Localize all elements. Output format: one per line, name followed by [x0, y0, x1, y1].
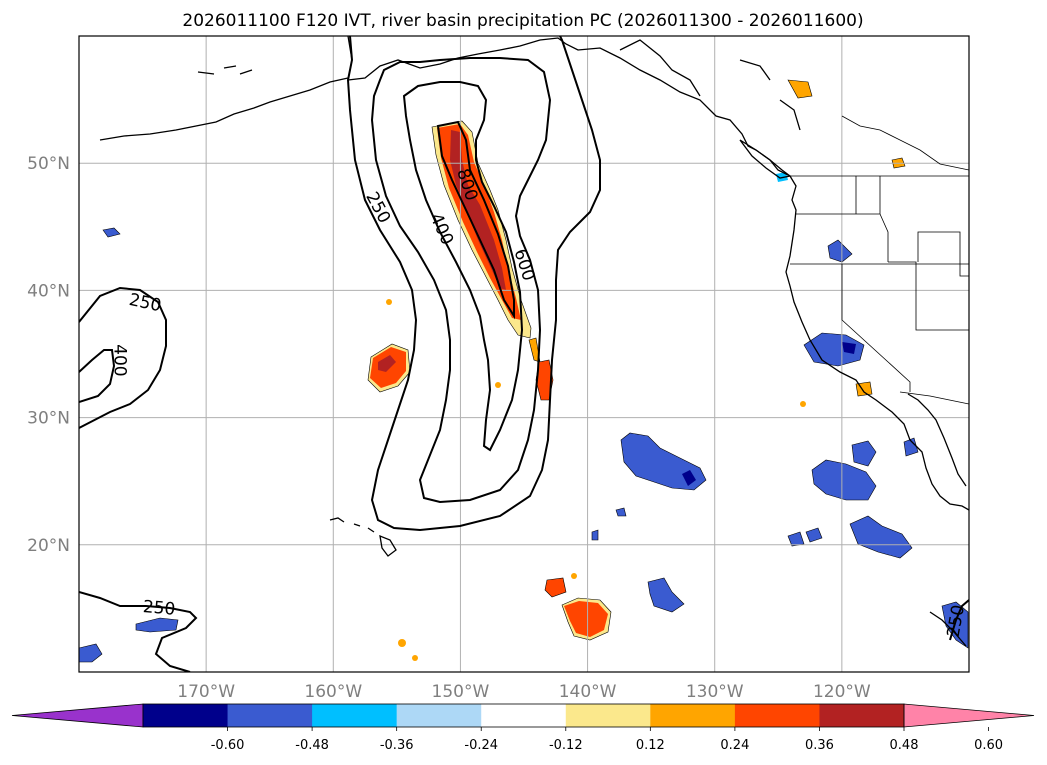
longitude-tick-label: 160°W — [304, 682, 362, 702]
figure-title: 2026011100 F120 IVT, river basin precipi… — [182, 11, 863, 31]
alaska-coastline — [99, 77, 349, 141]
negative-precip-region — [827, 239, 853, 263]
negative-precip-region — [79, 643, 103, 663]
negative-precip-region — [805, 527, 823, 543]
ivt-contour-400-west — [79, 349, 116, 403]
precipitation-fill-layer — [79, 79, 969, 663]
colorbar-tick-label: 0.24 — [720, 738, 749, 753]
negative-precip-region — [615, 507, 627, 517]
ivt-contour-800 — [436, 120, 515, 320]
colorbar-segment — [396, 704, 482, 727]
negative-precip-region — [102, 227, 121, 238]
colorbar-tick-label: -0.36 — [380, 738, 414, 753]
negative-precip-region — [803, 332, 865, 367]
negative-precip-region — [135, 617, 179, 633]
longitude-tick-label: 170°W — [177, 682, 235, 702]
us-mexico-border — [899, 391, 969, 405]
negative-precip-region — [811, 459, 877, 501]
latitude-labels: 50°N 40°N 30°N 20°N — [27, 154, 70, 556]
aleutian-islands — [197, 65, 253, 75]
longitude-tick-label: 150°W — [432, 682, 490, 702]
negative-precip-region — [849, 515, 913, 559]
ivt-contour-label: 400 — [110, 344, 130, 376]
colorbar-tick-label: -0.60 — [211, 738, 245, 753]
baja-california-coastline — [907, 393, 967, 487]
negative-precip-region — [647, 577, 685, 613]
colorbar-segment — [312, 704, 398, 727]
colorbar-segment — [650, 704, 736, 727]
map-frame — [78, 35, 970, 673]
negative-precip-region — [842, 342, 856, 354]
longitude-tick-label: 140°W — [559, 682, 617, 702]
longitude-tick-label: 120°W — [813, 682, 871, 702]
colorbar-segment — [565, 704, 651, 727]
colorbar-extension-low — [11, 703, 144, 728]
longitude-labels: 170°W 160°W 150°W 140°W 130°W 120°W — [177, 682, 871, 702]
positive-precip-spot — [800, 401, 806, 407]
ivt-contour-400 — [370, 57, 552, 504]
colorbar-tick-label: 0.60 — [974, 738, 1003, 753]
latitude-tick-label: 30°N — [27, 409, 70, 429]
ivt-contour-250-southwest — [79, 591, 198, 672]
negative-precip-region — [903, 437, 919, 457]
positive-precip-spot — [386, 299, 392, 305]
colorbar-segment — [227, 704, 313, 727]
mexico-coast — [929, 611, 967, 647]
colorbar-tick-label: -0.48 — [295, 738, 329, 753]
negative-precip-region — [787, 531, 805, 547]
colorbar-frame — [142, 703, 905, 728]
positive-precip-spot — [412, 655, 418, 661]
canada-islands — [619, 39, 801, 131]
colorbar-tick-label: 0.12 — [636, 738, 665, 753]
positive-precip-spot — [571, 573, 577, 579]
colorbar-tick-label: -0.12 — [549, 738, 583, 753]
positive-precip-spot — [495, 382, 501, 388]
colorbar: -0.60 -0.48 -0.36 -0.24 -0.12 0.12 0.24 0.36 0.4… — [11, 703, 1035, 753]
ivt-contour-250-southeast — [949, 599, 969, 641]
positive-precip-spot — [398, 639, 406, 647]
latitude-tick-label: 40°N — [27, 281, 70, 301]
colorbar-tick-label: 0.48 — [890, 738, 919, 753]
graticule — [79, 36, 969, 672]
hawaii-islands — [329, 517, 397, 557]
coastlines — [99, 36, 969, 647]
ivt-contour-layer — [79, 36, 969, 672]
colorbar-extension-high — [903, 703, 1035, 728]
colorbar-segment — [481, 704, 567, 727]
colorbar-tick-label: -0.24 — [464, 738, 498, 753]
negative-precip-region — [851, 440, 877, 467]
negative-precip-region — [682, 470, 696, 486]
positive-precip-region — [564, 601, 608, 637]
positive-precip-region — [544, 577, 567, 598]
ivt-contour-label: 250 — [142, 597, 176, 620]
latitude-tick-label: 50°N — [27, 154, 70, 174]
latitude-tick-label: 20°N — [27, 536, 70, 556]
ivt-contour-250-west — [79, 286, 167, 429]
positive-precip-region — [787, 79, 813, 99]
colorbar-segment — [734, 704, 820, 727]
negative-precip-region — [591, 529, 599, 541]
ivt-contour-600 — [402, 81, 524, 452]
positive-precip-region — [378, 355, 396, 372]
us-state-borders — [790, 176, 969, 392]
colorbar-tick-label: 0.36 — [805, 738, 834, 753]
colorbar-segment — [143, 704, 229, 727]
colorbar-segment — [819, 704, 905, 727]
longitude-tick-label: 130°W — [686, 682, 744, 702]
ivt-contour-250 — [346, 36, 601, 532]
canada-provincial-border — [841, 115, 969, 171]
positive-precip-region — [450, 130, 506, 290]
